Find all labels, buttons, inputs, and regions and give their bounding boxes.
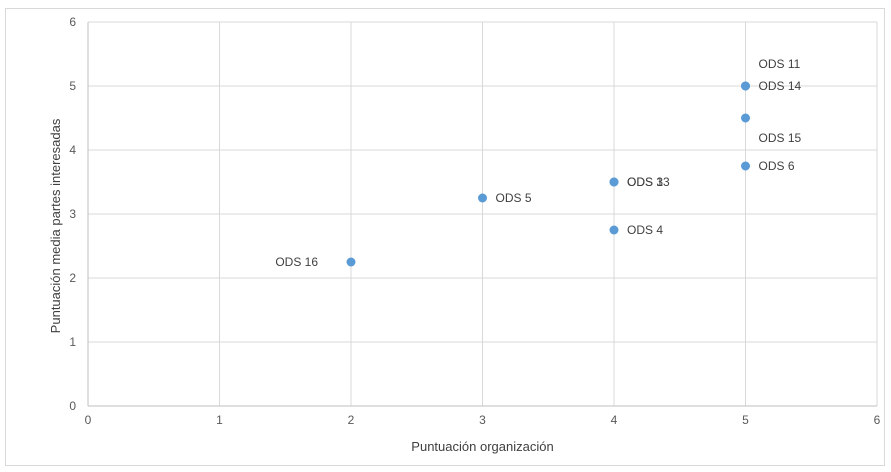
data-point — [741, 161, 750, 171]
x-tick-label: 4 — [611, 413, 618, 427]
data-point — [478, 193, 487, 203]
x-tick-label: 0 — [85, 413, 92, 427]
grid-lines — [88, 21, 878, 406]
y-tick-label: 2 — [69, 271, 76, 285]
y-tick-label: 6 — [69, 15, 76, 29]
x-tick-label: 5 — [742, 413, 749, 427]
tick-labels: 0 1 2 3 4 5 6 0 1 2 3 4 5 6 — [69, 15, 880, 427]
point-label: ODS 13 — [627, 175, 670, 189]
y-tick-label: 0 — [69, 399, 76, 413]
data-point — [741, 81, 750, 91]
point-label: ODS 14 — [759, 79, 802, 93]
data-point — [609, 177, 619, 187]
point-label: ODS 3 — [627, 175, 663, 189]
x-tick-label: 6 — [874, 413, 881, 427]
x-tick-label: 3 — [479, 413, 486, 427]
y-tick-label: 5 — [69, 79, 76, 93]
point-label: ODS 4 — [627, 223, 663, 237]
x-axis-title: Puntuación organización — [411, 439, 553, 454]
data-point — [741, 113, 750, 123]
y-axis-title: Puntuación media partes interesadas — [48, 118, 63, 333]
x-tick-label: 1 — [216, 413, 223, 427]
point-label: ODS 15 — [759, 131, 802, 145]
data-points — [346, 81, 750, 267]
y-tick-label: 1 — [69, 335, 76, 349]
data-point — [609, 225, 619, 235]
chart-area — [5, 8, 885, 466]
data-point — [346, 257, 356, 267]
x-tick-label: 2 — [348, 413, 355, 427]
point-label: ODS 16 — [275, 255, 318, 269]
point-label: ODS 11 — [759, 57, 801, 71]
y-tick-label: 4 — [69, 143, 76, 157]
point-label: ODS 6 — [759, 159, 795, 173]
point-label: ODS 5 — [496, 191, 532, 205]
y-tick-label: 3 — [69, 207, 76, 221]
axes — [87, 22, 877, 407]
